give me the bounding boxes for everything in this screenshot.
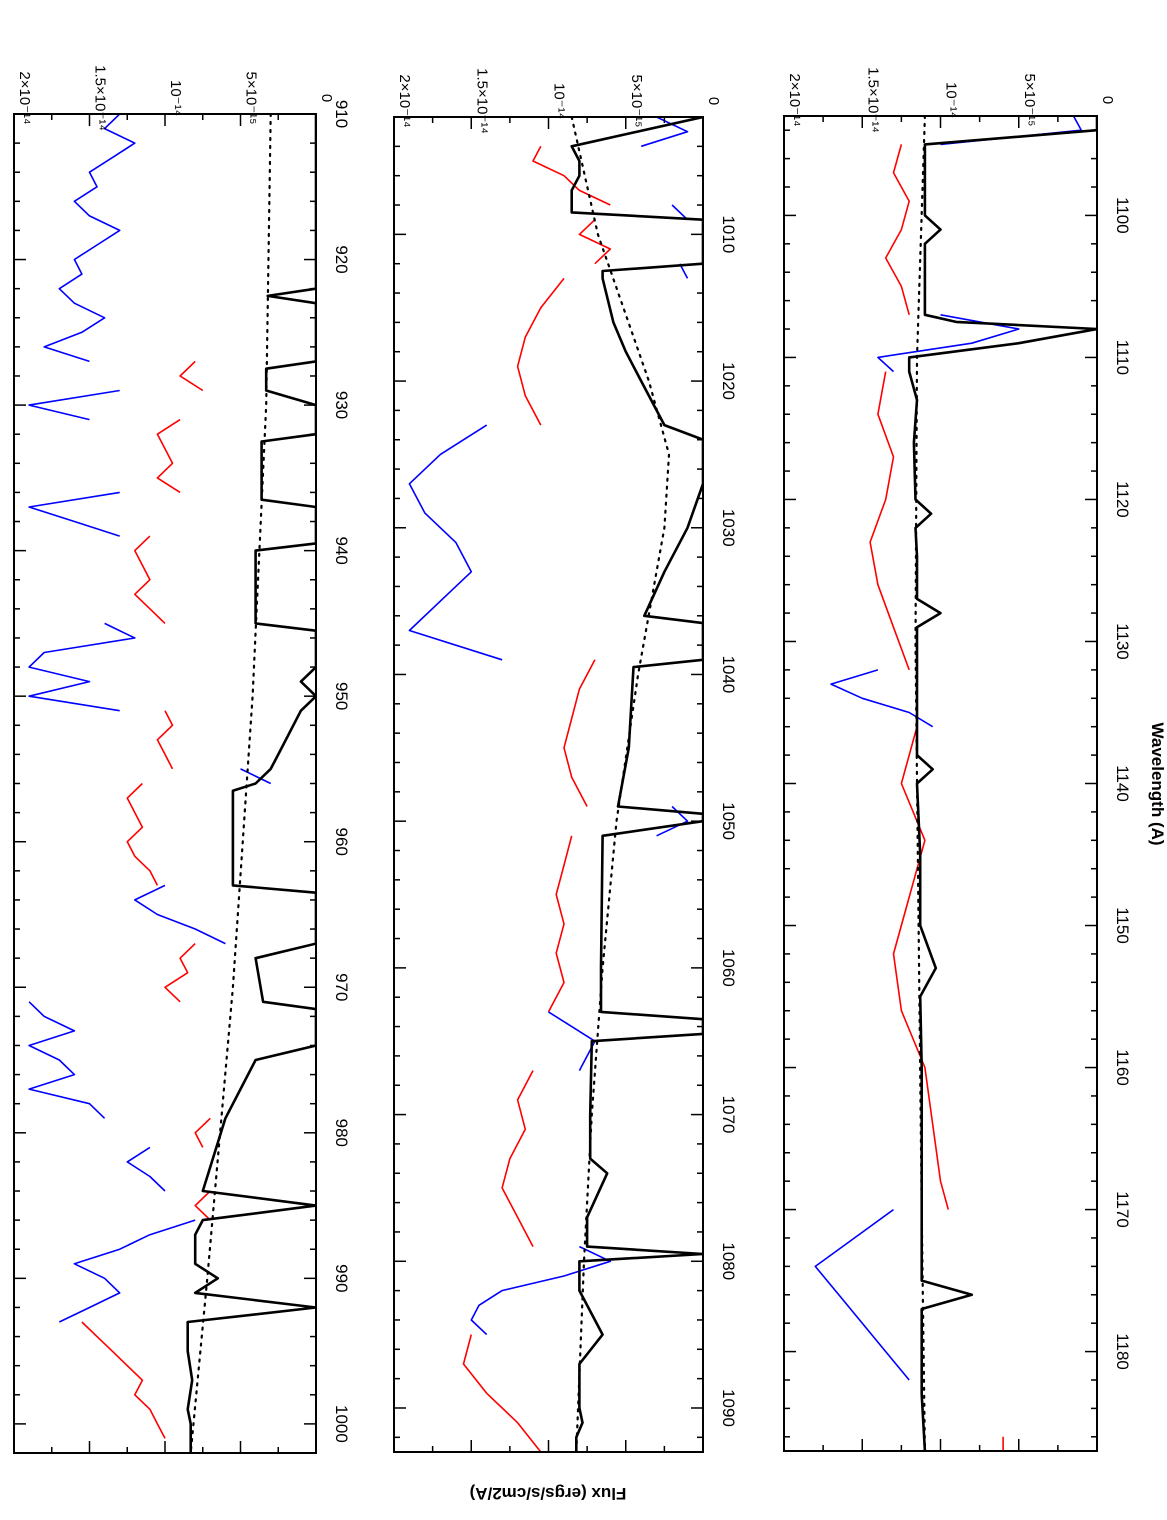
observed-segment-red [462, 1334, 542, 1452]
x-tick-label: 1120 [1113, 481, 1132, 518]
x-tick-label: 1150 [1113, 907, 1132, 944]
x-axis-label: Wavelength (A) [1148, 722, 1167, 845]
x-tick-label: 960 [332, 828, 351, 856]
observed-segment-red [516, 277, 565, 426]
y-tick-label: 5×10⁻¹⁵ [243, 72, 260, 125]
model-line [570, 117, 703, 1452]
y-tick-label: 2×10⁻¹⁴ [16, 71, 33, 124]
observed-segment-blue [470, 1245, 612, 1336]
x-tick-label: 1170 [1113, 1191, 1132, 1228]
y-tick-label: 1.5×10⁻¹⁴ [473, 68, 490, 134]
x-tick-label: 1130 [1113, 623, 1132, 660]
y-tick-label: 1.5×10⁻¹⁴ [92, 65, 109, 131]
observed-segment-blue [408, 424, 503, 661]
y-tick-label: 0 [705, 97, 722, 105]
x-tick-label: 1110 [1113, 340, 1132, 375]
panel-top: 910 920 930 940 950 960 970 980 990 1000 0 5×10⁻¹⁵ 1… [13, 65, 351, 1454]
x-tick-label: 1090 [719, 1389, 738, 1427]
continuum-line [570, 117, 671, 1452]
x-tick-label: 1020 [719, 362, 738, 400]
y-tick-label: 10⁻¹⁴ [943, 82, 960, 118]
x-tick-label: 930 [332, 391, 351, 419]
y-tick-label: 10⁻¹⁴ [551, 83, 568, 119]
x-tick-label: 1030 [719, 509, 738, 547]
observed-segment-blue [640, 117, 689, 148]
observed-segment-blue [240, 768, 272, 785]
observed-segment-red [892, 726, 950, 1210]
observed-segment-red [869, 371, 910, 671]
observed-segment-red [126, 782, 159, 886]
y-tick-label: 5×10⁻¹⁵ [628, 75, 645, 128]
observed-segment-blue [814, 1208, 910, 1381]
observed-segment-red [563, 659, 596, 807]
observed-segment-red [501, 1070, 534, 1247]
x-tick-label: 1060 [719, 949, 738, 987]
x-tick-label: 1000 [332, 1405, 351, 1443]
observed-segment-red [194, 1190, 211, 1221]
observed-segment-red [156, 418, 181, 494]
observed-segment-red [134, 535, 166, 624]
observed-segment-blue [28, 622, 136, 712]
y-tick-label: 2×10⁻¹⁴ [786, 73, 803, 126]
plot-area [408, 117, 703, 1452]
observed-segment-red [179, 360, 204, 392]
plot-area [814, 116, 1097, 1451]
observed-segment-blue [671, 204, 689, 221]
y-tick-label: 2×10⁻¹⁴ [396, 74, 413, 127]
x-tick-label: 1160 [1113, 1049, 1132, 1086]
observed-segment-blue [134, 884, 226, 945]
y-tick-label: 5×10⁻¹⁵ [1021, 74, 1038, 127]
x-tick-label: 1070 [719, 1096, 738, 1134]
observed-segment-blue [43, 114, 136, 363]
observed-segment-blue [548, 1011, 596, 1071]
panel-frame [783, 115, 1098, 1452]
observed-segment-red [156, 710, 174, 770]
y-axis-label: Flux (ergs/s/cm2/A) [470, 1484, 627, 1503]
x-tick-label: 1180 [1113, 1333, 1132, 1370]
x-tick-label: 970 [332, 973, 351, 1001]
observed-segment-red [547, 835, 573, 1013]
observed-segment-blue [28, 389, 120, 421]
x-tick-label: 910 [332, 100, 351, 128]
observed-segment-blue [28, 1001, 106, 1119]
x-tick-label: 940 [332, 536, 351, 564]
x-tick-label: 920 [332, 245, 351, 273]
continuum-line [189, 114, 272, 1453]
y-tick-label: 0 [1099, 96, 1116, 104]
y-tick-label: 10⁻¹⁴ [167, 80, 184, 116]
observed-segment-red [884, 144, 911, 316]
observed-segment-blue [126, 1146, 166, 1192]
observed-segment-red [194, 1117, 211, 1148]
panel-middle: 1010 1020 1030 1040 1050 1060 1070 1080 1090 0 5×1… [393, 68, 738, 1453]
plot-area [28, 114, 316, 1453]
model-line [907, 116, 1097, 1451]
x-tick-label: 950 [332, 682, 351, 710]
x-tick-label: 1100 [1113, 197, 1132, 234]
x-tick-label: 1040 [719, 656, 738, 694]
x-tick-label: 1080 [719, 1242, 738, 1280]
continuum-line [914, 116, 927, 1451]
observed-segment-red [578, 219, 612, 265]
y-tick-label: 1.5×10⁻¹⁴ [864, 67, 881, 133]
observed-segment-red [164, 943, 196, 1003]
observed-segment-blue [58, 1219, 196, 1323]
x-tick-label: 1010 [719, 215, 738, 253]
x-tick-label: 1050 [719, 802, 738, 840]
observed-segment-blue [28, 491, 120, 537]
x-tick-label: 1140 [1113, 765, 1132, 802]
x-tick-label: 990 [332, 1264, 351, 1292]
x-tick-label: 980 [332, 1119, 351, 1147]
observed-segment-red [81, 1321, 166, 1439]
panel-bottom: 1100 1110 1120 1130 1140 1150 1160 1170 1180 0 5×1… [783, 67, 1132, 1452]
model-line [186, 114, 316, 1453]
y-tick-label: 0 [318, 94, 335, 102]
